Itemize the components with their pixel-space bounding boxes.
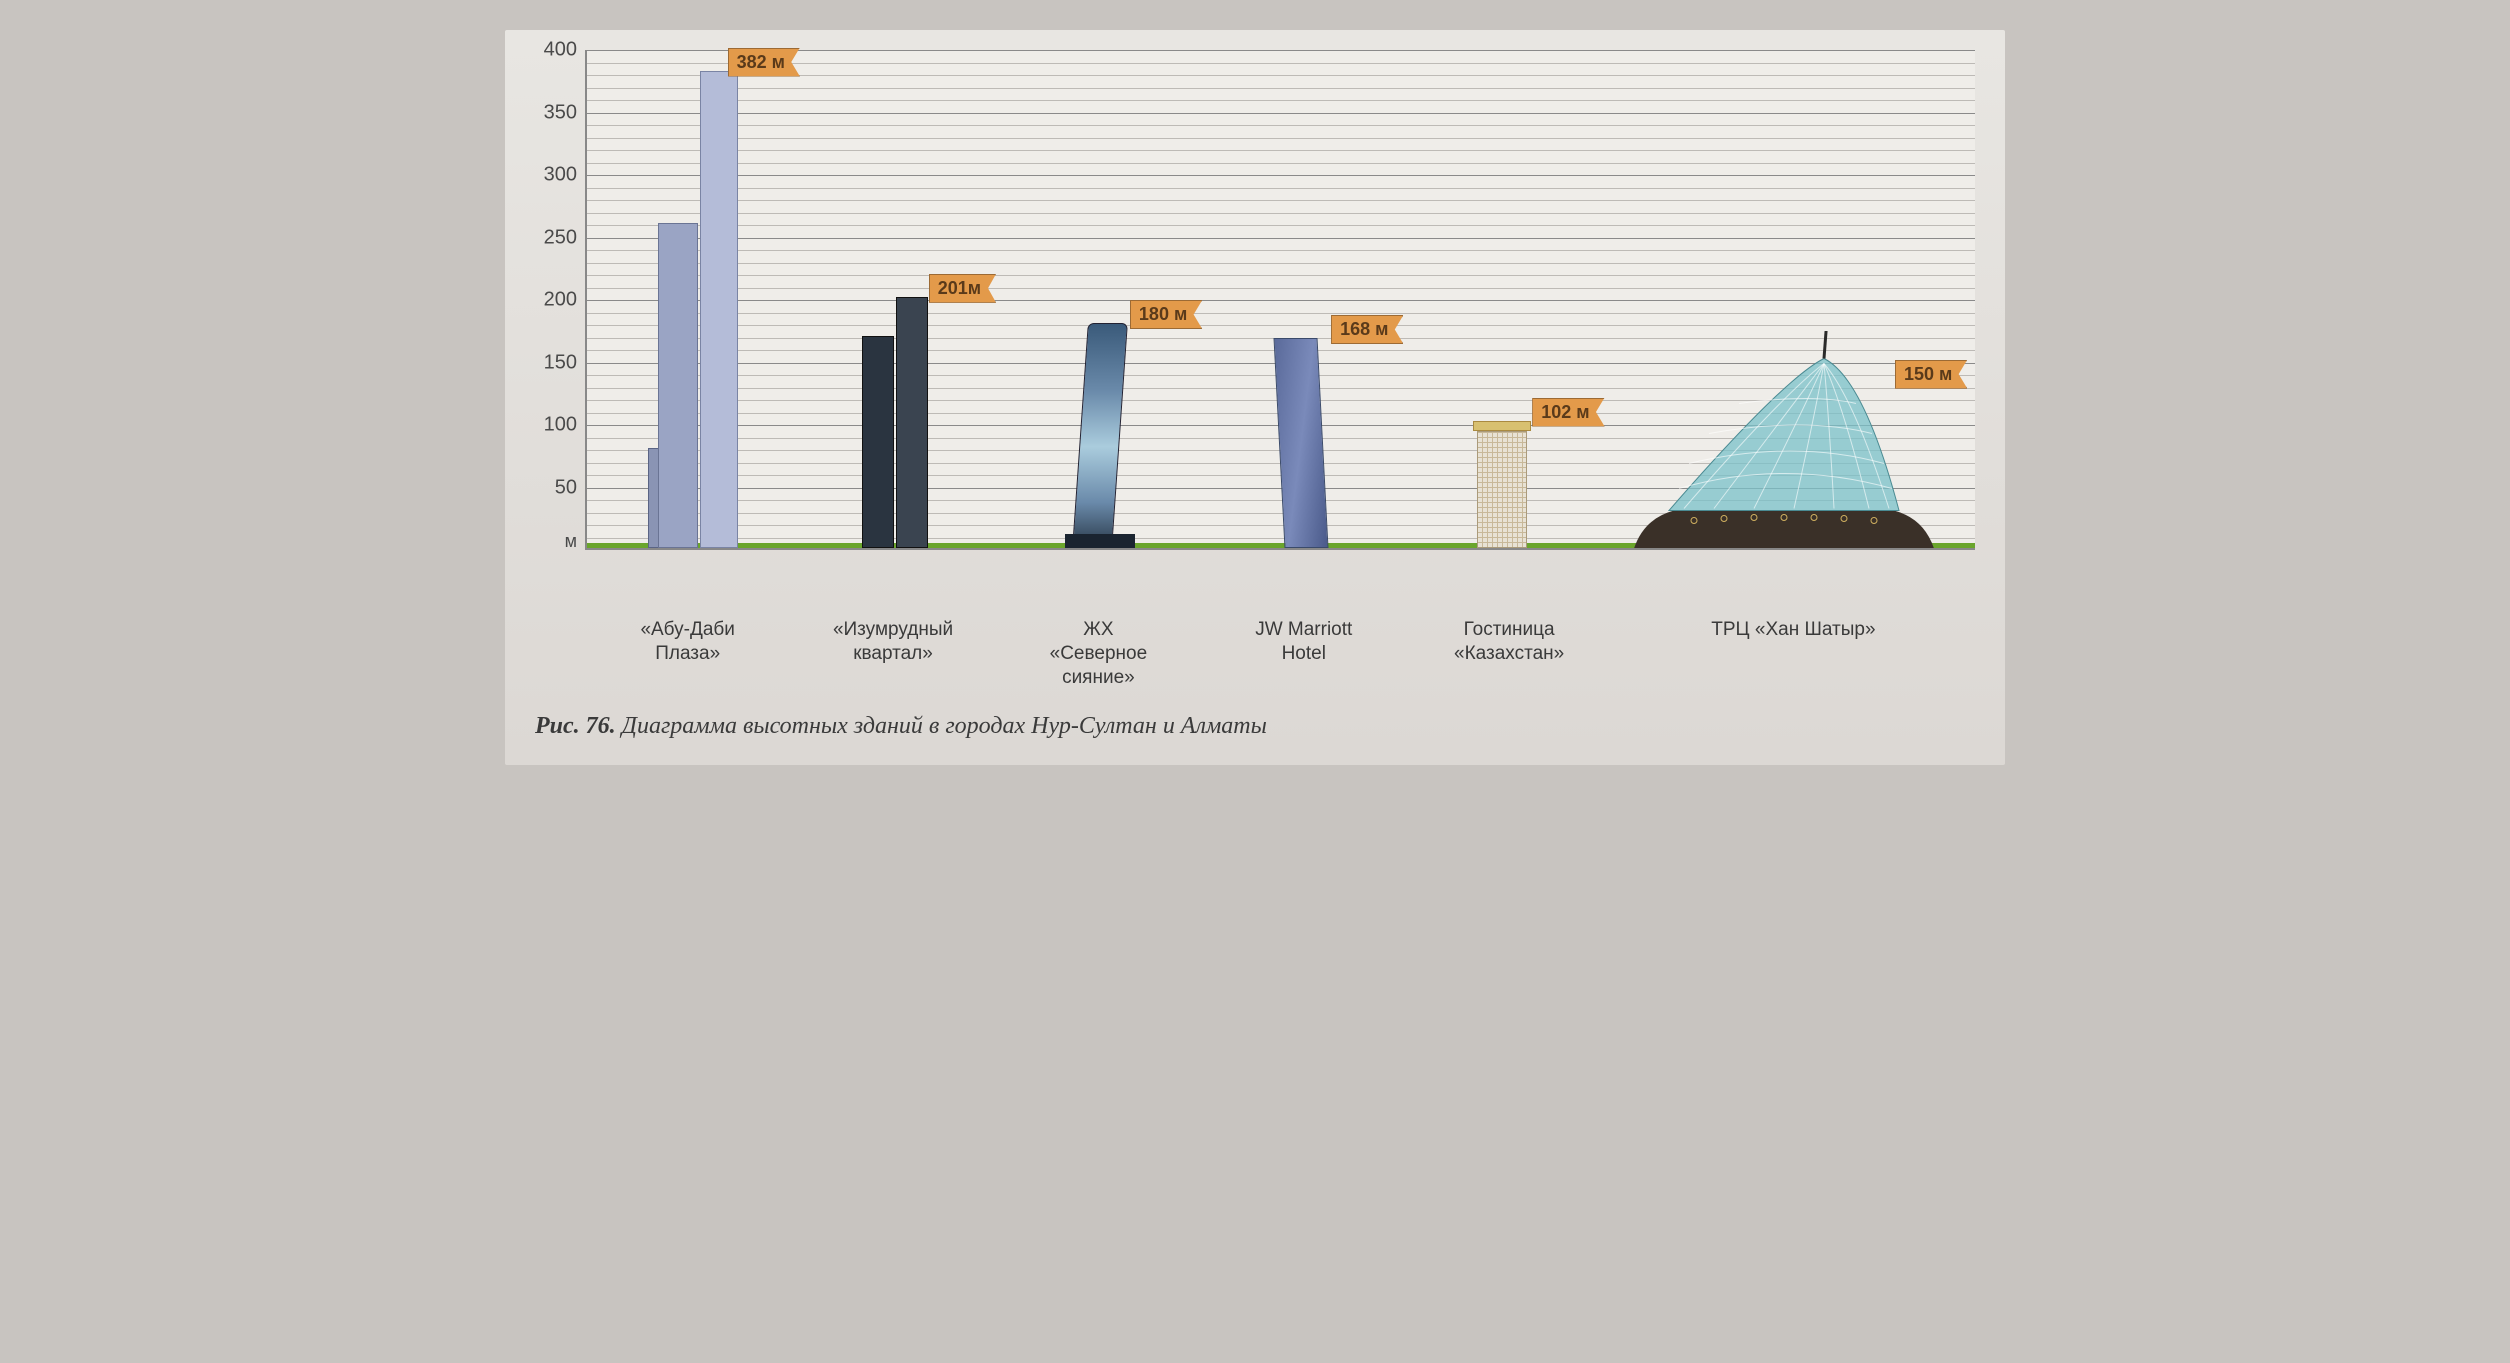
height-flag: 201м	[929, 274, 996, 303]
building-abu-dabi-plaza	[648, 50, 748, 548]
height-flag: 180 м	[1130, 300, 1202, 329]
x-labels-row: «Абу-ДабиПлаза» «Изумрудныйквартал» ЖХ«С…	[535, 618, 1975, 689]
height-flag: 168 м	[1331, 315, 1403, 344]
x-label: ТРЦ «Хан Шатыр»	[1612, 618, 1975, 689]
x-label: «Абу-ДабиПлаза»	[585, 618, 790, 689]
x-label: ЖХ«Северноесияние»	[996, 618, 1201, 689]
y-tick: 200	[544, 289, 577, 312]
x-label: «Изумрудныйквартал»	[790, 618, 995, 689]
x-label: JW MarriottHotel	[1201, 618, 1406, 689]
building-height-chart: м 50100150200250300350400 382 м 201м	[535, 50, 1975, 610]
building-northern-lights	[1060, 50, 1140, 548]
slot-emerald-quarter: 201м	[798, 50, 999, 548]
height-flag: 150 м	[1895, 360, 1967, 389]
height-flag: 102 м	[1532, 398, 1604, 427]
plot-area: 382 м 201м 180 м	[585, 50, 1975, 550]
y-tick: 250	[544, 226, 577, 249]
figure-caption: Рис. 76. Диаграмма высотных зданий в гор…	[535, 713, 1975, 740]
slot-hotel-kazakhstan: 102 м	[1402, 50, 1603, 548]
slot-khan-shatyr: 150 м	[1603, 50, 1965, 548]
buildings-row: 382 м 201м 180 м	[587, 50, 1975, 548]
y-axis-unit: м	[565, 531, 577, 552]
y-tick: 50	[555, 476, 577, 499]
building-hotel-kazakhstan	[1457, 50, 1547, 548]
slot-jw-marriott: 168 м	[1201, 50, 1402, 548]
y-tick: 100	[544, 414, 577, 437]
slot-northern-lights: 180 м	[999, 50, 1200, 548]
y-tick: 150	[544, 351, 577, 374]
slot-abu-dabi-plaza: 382 м	[597, 50, 798, 548]
y-tick: 350	[544, 101, 577, 124]
x-label: Гостиница«Казахстан»	[1406, 618, 1611, 689]
textbook-figure: м 50 100 150 200 250 300 350 400 382 м 201м	[505, 30, 2005, 765]
figure-caption-text: Диаграмма высотных зданий в городах Нур-…	[622, 713, 1267, 739]
building-jw-marriott	[1261, 50, 1341, 548]
figure-number: Рис. 76.	[535, 713, 616, 739]
y-axis: м 50100150200250300350400	[535, 50, 585, 550]
building-khan-shatyr	[1634, 50, 1934, 548]
y-tick: 400	[544, 39, 577, 62]
y-tick: 300	[544, 164, 577, 187]
height-flag: 382 м	[728, 48, 800, 77]
